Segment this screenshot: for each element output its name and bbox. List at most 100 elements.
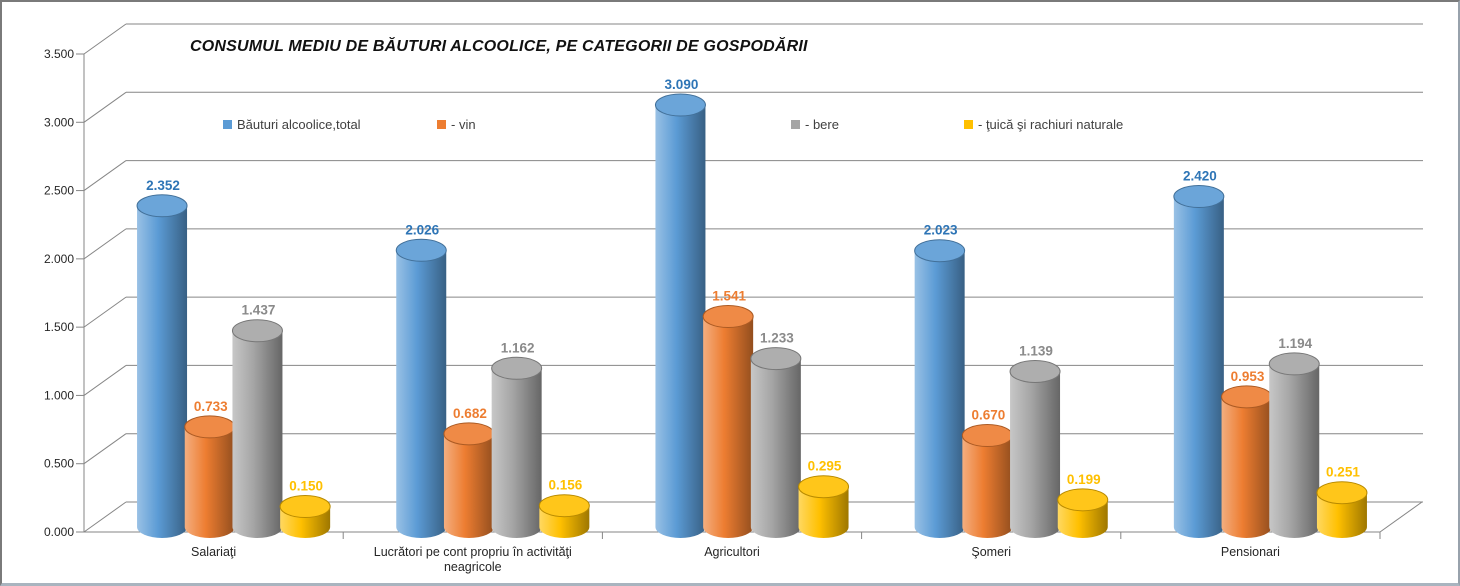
data-label: 0.150 bbox=[289, 479, 323, 494]
data-label: 1.162 bbox=[501, 340, 535, 355]
legend-swatch-2 bbox=[791, 119, 800, 129]
cylinder-top bbox=[961, 423, 1013, 447]
data-label: 2.352 bbox=[146, 178, 180, 193]
cylinder-top bbox=[231, 319, 283, 343]
cylinder-1-0 bbox=[184, 415, 236, 538]
data-label: 0.682 bbox=[453, 406, 487, 421]
category-label: Pensionari bbox=[1221, 545, 1280, 559]
legend-label-bere: - bere bbox=[805, 116, 839, 132]
data-label: 0.733 bbox=[194, 399, 228, 414]
y-axis-label: 1.000 bbox=[44, 388, 74, 402]
cylinder-top bbox=[750, 347, 802, 371]
data-label: 1.437 bbox=[242, 303, 276, 318]
legend-swatch-0 bbox=[223, 119, 232, 129]
data-label: 0.251 bbox=[1326, 465, 1360, 480]
data-label: 1.139 bbox=[1019, 343, 1053, 358]
cylinder-1-2 bbox=[702, 305, 754, 539]
category-label: Agricultori bbox=[704, 545, 760, 559]
y-axis-label: 2.000 bbox=[44, 252, 74, 266]
cylinder-1-3 bbox=[961, 423, 1013, 539]
cylinder-body bbox=[655, 104, 706, 539]
cylinder-top bbox=[184, 415, 236, 439]
legend-swatch-1 bbox=[437, 119, 446, 129]
data-label: 1.541 bbox=[712, 289, 746, 304]
floor-right-edge bbox=[1379, 501, 1423, 533]
cylinder-0-3 bbox=[914, 239, 966, 539]
cylinder-2-1 bbox=[491, 356, 543, 538]
cylinder-top bbox=[1221, 385, 1273, 409]
cylinder-top bbox=[1268, 352, 1320, 376]
cylinder-3-1 bbox=[538, 494, 590, 538]
legend-label-total: Băuturi alcoolice,total bbox=[237, 116, 361, 132]
cylinder-body bbox=[1173, 196, 1224, 539]
data-label: 0.199 bbox=[1067, 472, 1101, 487]
data-label: 1.233 bbox=[760, 331, 794, 346]
data-label: 2.420 bbox=[1183, 169, 1217, 184]
cylinder-top bbox=[279, 495, 331, 519]
cylinder-3-4 bbox=[1316, 481, 1368, 539]
cylinder-body bbox=[703, 316, 754, 539]
data-label: 0.670 bbox=[971, 407, 1005, 422]
legend-label-vin: - vin bbox=[451, 116, 476, 132]
legend-label-tuica: - ţuică şi rachiuri naturale bbox=[978, 116, 1124, 132]
cylinder-top bbox=[798, 475, 850, 499]
data-label: 2.023 bbox=[924, 223, 958, 238]
data-labels: 2.352 0.733 1.437 0.150 2.026 0.682 1.162 0.156… bbox=[146, 77, 1360, 494]
depth-gridline bbox=[83, 91, 127, 123]
y-axis-label: 3.000 bbox=[44, 115, 74, 129]
legend-item-tuica: - ţuică şi rachiuri naturale bbox=[964, 116, 1123, 132]
cylinder-top bbox=[1316, 481, 1368, 505]
legend-item-bere: - bere bbox=[791, 116, 839, 132]
cylinder-2-3 bbox=[1009, 359, 1061, 538]
cylinder-top bbox=[136, 194, 188, 218]
cylinder-2-2 bbox=[750, 347, 802, 539]
cylinder-body bbox=[443, 433, 494, 539]
depth-gridline bbox=[83, 501, 127, 533]
category-label: Lucrători pe cont propriu în activităţi n… bbox=[374, 545, 572, 574]
cylinder-top bbox=[914, 239, 966, 263]
chart-title: CONSUMUL MEDIU DE BĂUTURI ALCOOLICE, PE … bbox=[190, 38, 808, 55]
data-label: 3.090 bbox=[665, 77, 699, 92]
legend-item-vin: - vin bbox=[437, 116, 476, 132]
cylinder-body bbox=[914, 250, 965, 539]
y-axis-label: 0.000 bbox=[44, 525, 74, 539]
legend-swatch-3 bbox=[964, 119, 973, 129]
depth-gridline bbox=[83, 365, 127, 396]
depth-gridline bbox=[83, 433, 127, 465]
cylinder-1-4 bbox=[1221, 385, 1273, 539]
cylinder-top bbox=[538, 494, 590, 518]
cylinder-body bbox=[798, 486, 849, 539]
category-label: Şomeri bbox=[971, 545, 1011, 559]
cylinder-top bbox=[491, 356, 543, 380]
data-label: 0.156 bbox=[548, 478, 582, 493]
cylinder-body bbox=[184, 426, 235, 538]
depth-gridline bbox=[83, 296, 127, 328]
bars bbox=[136, 93, 1368, 539]
depth-gridline bbox=[83, 160, 127, 191]
data-label: 0.953 bbox=[1231, 369, 1265, 384]
cylinder-body bbox=[491, 368, 542, 538]
y-axis-label: 1.500 bbox=[44, 320, 74, 334]
cylinder-body bbox=[396, 250, 447, 539]
cylinder-top bbox=[1009, 359, 1061, 383]
cylinder-body bbox=[962, 435, 1013, 539]
cylinder-body bbox=[232, 330, 283, 538]
category-label: Salariaţi bbox=[191, 545, 236, 559]
depth-gridline bbox=[83, 228, 127, 260]
cylinder-3-0 bbox=[279, 495, 331, 539]
cylinder-0-4 bbox=[1173, 185, 1225, 539]
cylinder-body bbox=[1010, 371, 1061, 538]
cylinder-1-1 bbox=[443, 422, 495, 539]
legend-item-total: Băuturi alcoolice,total bbox=[223, 116, 361, 132]
y-axis-label: 0.500 bbox=[44, 457, 74, 471]
cylinder-body bbox=[1269, 363, 1320, 539]
cylinder-body bbox=[750, 358, 801, 539]
cylinder-top bbox=[702, 305, 754, 329]
cylinder-top bbox=[1173, 185, 1225, 209]
y-axis-label: 3.500 bbox=[44, 47, 74, 61]
cylinder-0-2 bbox=[654, 93, 706, 539]
cylinder-body bbox=[137, 205, 188, 539]
cylinder-body bbox=[1316, 492, 1367, 539]
